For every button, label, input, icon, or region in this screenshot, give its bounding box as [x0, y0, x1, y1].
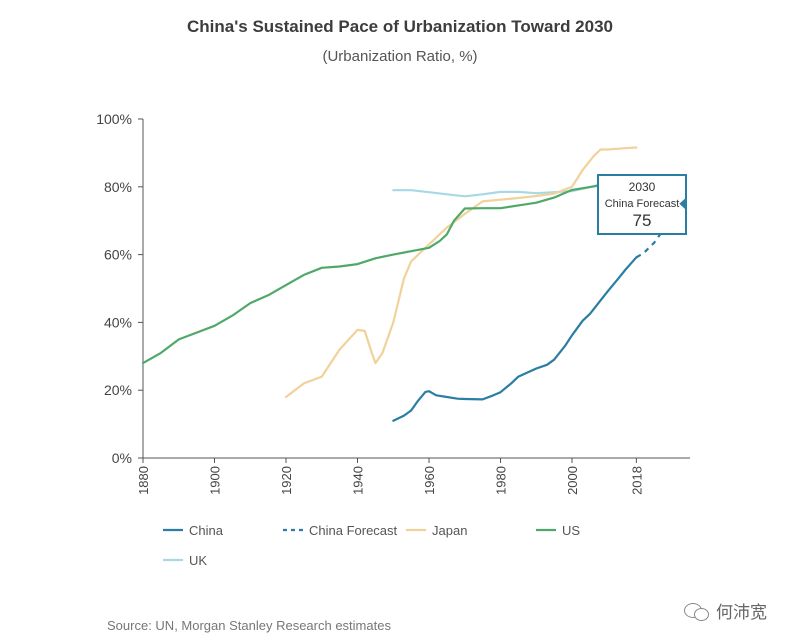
- legend-label-us: US: [562, 523, 580, 538]
- y-tick-label: 40%: [104, 314, 132, 330]
- legend-label-uk: UK: [189, 553, 207, 568]
- watermark-text: 何沛宽: [716, 603, 767, 622]
- series-line-us: [141, 177, 638, 365]
- annotation-value: 75: [633, 211, 652, 230]
- series-line-china: [392, 256, 638, 422]
- wechat-icon: [684, 601, 710, 621]
- x-tick-label: 1940: [351, 466, 366, 495]
- annotation-year: 2030: [629, 180, 656, 194]
- watermark: 何沛宽: [684, 598, 767, 623]
- y-tick-label: 80%: [104, 179, 132, 195]
- legend-label-china: China: [189, 523, 224, 538]
- x-tick-label: 1900: [208, 466, 223, 495]
- annotation-box: [597, 174, 687, 235]
- y-tick-label: 60%: [104, 247, 132, 263]
- chart-subtitle: (Urbanization Ratio, %): [322, 48, 478, 65]
- legend-label-japan: Japan: [432, 523, 467, 538]
- x-tick-label: 1920: [279, 466, 294, 495]
- x-tick-label: 1980: [494, 466, 509, 495]
- y-tick-label: 100%: [96, 111, 132, 127]
- y-tick-label: 0%: [112, 450, 132, 466]
- y-tick-label: 20%: [104, 382, 132, 398]
- x-tick-label: 1960: [422, 466, 437, 495]
- source-note: Source: UN, Morgan Stanley Research esti…: [107, 618, 391, 633]
- annotation-label: China Forecast: [605, 198, 680, 210]
- series-line-japan: [284, 146, 638, 399]
- x-tick-label: 1880: [136, 466, 151, 495]
- chart-title: China's Sustained Pace of Urbanization T…: [187, 17, 613, 36]
- legend-label-china-forecast: China Forecast: [309, 523, 398, 538]
- x-tick-label: 2000: [565, 466, 580, 495]
- annotation-pointer: [679, 197, 686, 210]
- x-tick-label: 2018: [629, 466, 644, 495]
